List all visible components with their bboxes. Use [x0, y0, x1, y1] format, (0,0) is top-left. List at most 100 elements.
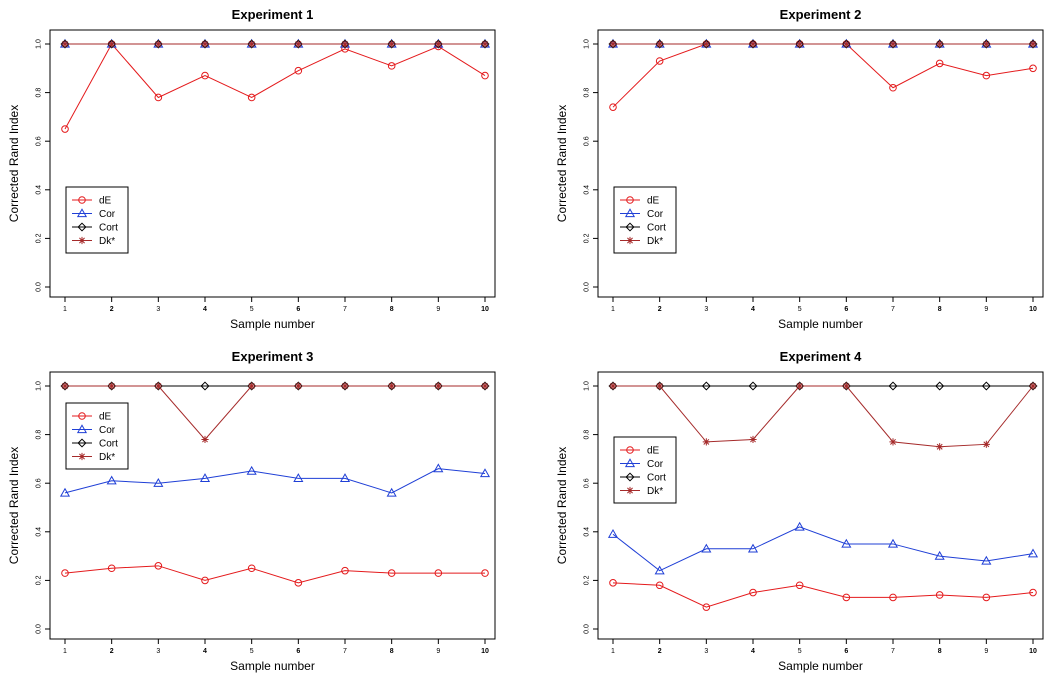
- data-point-de: [154, 93, 163, 102]
- series-line-dk-star: [65, 385, 485, 441]
- x-axis-label: Sample number: [230, 317, 315, 331]
- data-point-dk-star: [154, 40, 162, 48]
- series-line-de: [612, 43, 1034, 108]
- y-tick-label: 0.8: [584, 430, 591, 440]
- data-point-cort: [293, 39, 303, 49]
- data-point-de: [795, 581, 804, 590]
- x-axis-label: Sample number: [778, 659, 863, 673]
- data-point-de: [247, 564, 256, 573]
- x-tick-label: 9: [984, 306, 988, 313]
- y-tick-label: 0.4: [584, 185, 591, 195]
- data-point-cort: [841, 39, 851, 49]
- data-point-cor: [607, 529, 619, 538]
- legend-label-cort: Cort: [99, 223, 118, 234]
- data-point-dk-star: [889, 40, 897, 48]
- data-point-de: [61, 569, 69, 577]
- data-point-dk-star: [154, 382, 162, 390]
- plot-frame: [597, 371, 1044, 640]
- x-tick-label: 8: [390, 306, 394, 313]
- data-point-cort: [387, 39, 397, 49]
- x-tick-label: 3: [704, 648, 708, 655]
- data-point-cort: [655, 39, 665, 49]
- data-point-cort: [107, 381, 117, 391]
- legend-label-dk-star: Dk*: [99, 236, 115, 247]
- y-tick-label: 0.8: [584, 88, 591, 98]
- x-tick-label: 4: [203, 648, 207, 655]
- legend-marker-de: [626, 446, 634, 454]
- data-point-dk-star: [982, 40, 990, 48]
- data-point-cor: [654, 565, 665, 575]
- series-dk-star: [61, 40, 489, 48]
- data-point-cort: [981, 381, 991, 391]
- x-tick-label: 5: [798, 648, 802, 655]
- data-point-cort: [60, 381, 70, 391]
- data-point-cor: [199, 473, 211, 482]
- data-point-cort: [60, 39, 70, 49]
- x-tick-label: 9: [436, 648, 440, 655]
- data-point-dk-star: [796, 382, 804, 390]
- data-point-dk-star: [936, 443, 944, 451]
- data-point-de: [935, 59, 944, 68]
- x-tick-label: 2: [658, 306, 662, 313]
- series-cor: [59, 38, 491, 48]
- y-tick-label: 0.4: [584, 527, 591, 537]
- data-point-dk-star: [889, 438, 897, 446]
- data-point-cort: [888, 381, 898, 391]
- legend-label-cor: Cor: [99, 425, 116, 436]
- x-tick-label: 2: [110, 306, 114, 313]
- y-tick-label: 1.0: [36, 381, 43, 391]
- data-point-cort: [200, 39, 210, 49]
- x-tick-label: 1: [63, 648, 67, 655]
- x-tick-label: 3: [156, 306, 160, 313]
- y-tick-label: 0.6: [584, 136, 591, 146]
- legend-marker-cor: [624, 208, 636, 218]
- legend-marker-de: [78, 412, 86, 420]
- data-point-cort: [795, 39, 805, 49]
- series-line-de: [64, 43, 486, 130]
- legend-label-cort: Cort: [647, 223, 666, 234]
- legend-label-dk-star: Dk*: [99, 452, 115, 463]
- data-point-cort: [935, 381, 945, 391]
- x-tick-label: 6: [844, 306, 848, 313]
- data-point-cort: [340, 39, 350, 49]
- plot-frame: [49, 371, 496, 640]
- data-point-cort: [1028, 381, 1038, 391]
- data-point-cor: [701, 543, 712, 553]
- legend-label-dk-star: Dk*: [647, 486, 663, 497]
- data-point-cort: [795, 381, 805, 391]
- data-point-dk-star: [842, 40, 850, 48]
- data-point-de: [247, 93, 256, 102]
- x-tick-label: 6: [296, 306, 300, 313]
- panel-experiment-3: Experiment 3 1 2 3 4 5 6 7 8 9 10 0.0 0.2 0.4 0.6 0.8 1.…: [7, 349, 496, 673]
- legend-label-cor: Cor: [647, 459, 664, 470]
- y-tick-label: 0.0: [584, 624, 591, 634]
- plot-frame: [597, 29, 1044, 298]
- data-point-cort: [748, 381, 758, 391]
- x-tick-label: 4: [751, 306, 755, 313]
- data-point-cor: [246, 465, 257, 475]
- data-point-cort: [293, 381, 303, 391]
- legend-label-dk-star: Dk*: [647, 236, 663, 247]
- x-tick-label: 9: [984, 648, 988, 655]
- data-point-dk-star: [388, 40, 396, 48]
- legend-marker-dk-star: [626, 486, 634, 495]
- x-tick-label: 2: [658, 648, 662, 655]
- x-tick-label: 9: [436, 306, 440, 313]
- data-point-cor: [339, 473, 351, 482]
- data-point-dk-star: [481, 382, 489, 390]
- series-line-dk-star: [613, 385, 1034, 448]
- data-point-de: [154, 562, 163, 570]
- legend-marker-cor: [624, 458, 636, 468]
- data-point-de: [294, 579, 303, 587]
- x-tick-label: 4: [203, 306, 207, 313]
- y-tick-label: 0.2: [584, 233, 591, 243]
- data-point-cort: [247, 381, 257, 391]
- data-point-dk-star: [434, 40, 442, 48]
- x-tick-label: 7: [343, 306, 347, 313]
- data-point-cort: [888, 39, 898, 49]
- data-point-de: [434, 569, 443, 577]
- data-point-dk-star: [61, 40, 69, 48]
- data-point-dk-star: [341, 40, 349, 48]
- data-point-dk-star: [481, 40, 489, 48]
